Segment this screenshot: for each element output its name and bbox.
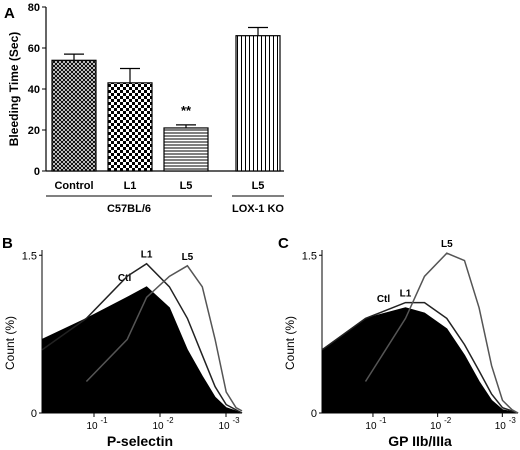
histogram-ctl — [41, 286, 243, 414]
x-tick-exponent: -3 — [509, 416, 517, 425]
histogram-ctl — [321, 307, 519, 414]
x-tick-label: 10 — [86, 421, 98, 432]
bar-0 — [51, 59, 97, 172]
x-tick-label: 10 — [495, 421, 507, 432]
panel-a: A Bleeding Time (Sec) 0 20 40 60 80 ** Contr… — [4, 2, 284, 215]
x-tick-exponent: -1 — [379, 416, 387, 425]
y-tick-label: 1.5 — [22, 250, 37, 262]
series-label-l5: L5 — [441, 239, 453, 250]
group-bracket-lox1ko: LOX-1 KO — [232, 195, 284, 215]
x-tick-exponent: -3 — [232, 416, 240, 425]
panel-c-xlabel: GP IIb/IIIa — [388, 433, 452, 449]
panel-b-xlabel: P-selectin — [107, 433, 173, 449]
x-tick-label: 10 — [365, 421, 377, 432]
panel-letter-c: C — [278, 235, 289, 252]
panel-letter-a: A — [4, 5, 15, 22]
panel-a-bars: ** — [51, 26, 281, 172]
panel-c: C Count (%) GP IIb/IIIa 01.510-110-210-3… — [278, 235, 519, 449]
x-tick-exponent: -2 — [444, 416, 452, 425]
group-label-lox1ko: LOX-1 KO — [232, 203, 284, 215]
significance-annotation: ** — [181, 103, 192, 118]
bar-3 — [235, 35, 281, 172]
histogram-l5 — [364, 252, 519, 414]
series-label-l1: L1 — [400, 289, 412, 300]
series-label-l5: L5 — [182, 252, 194, 263]
category-label-1: L1 — [124, 180, 137, 192]
x-tick-exponent: -2 — [166, 416, 174, 425]
histogram-l1 — [321, 301, 519, 414]
panel-letter-b: B — [2, 235, 13, 252]
y-tick-label: 80 — [28, 2, 40, 14]
category-label-3: L5 — [252, 180, 265, 192]
bar-1 — [107, 82, 153, 172]
y-tick-label: 0 — [311, 408, 317, 420]
series-label-l1: L1 — [141, 250, 153, 261]
panel-b-ylabel: Count (%) — [3, 316, 17, 370]
y-tick-label: 40 — [28, 84, 40, 96]
y-tick-label: 1.5 — [302, 250, 317, 262]
series-label-ctl: Ctl — [377, 294, 391, 305]
category-label-2: L5 — [180, 180, 193, 192]
category-label-0: Control — [54, 180, 93, 192]
y-tick-label: 20 — [28, 125, 40, 137]
panel-c-ylabel: Count (%) — [283, 316, 297, 370]
x-tick-exponent: -1 — [100, 416, 108, 425]
panel-a-category-labels: Control L1 L5 L5 — [54, 180, 264, 192]
y-tick-label: 0 — [34, 166, 40, 178]
x-tick-label: 10 — [430, 421, 442, 432]
group-bracket-c57bl6: C57BL/6 — [46, 195, 212, 215]
bar-2 — [163, 127, 209, 172]
x-tick-label: 10 — [218, 421, 230, 432]
histogram-l5 — [85, 264, 243, 412]
panel-b: B Count (%) P-selectin 01.510-110-210-3C… — [2, 235, 243, 449]
y-tick-label: 0 — [31, 408, 37, 420]
x-tick-label: 10 — [152, 421, 164, 432]
group-label-c57bl6: C57BL/6 — [107, 203, 151, 215]
y-tick-label: 60 — [28, 43, 40, 55]
histogram-l1 — [41, 262, 243, 414]
panel-a-ylabel: Bleeding Time (Sec) — [7, 32, 21, 146]
